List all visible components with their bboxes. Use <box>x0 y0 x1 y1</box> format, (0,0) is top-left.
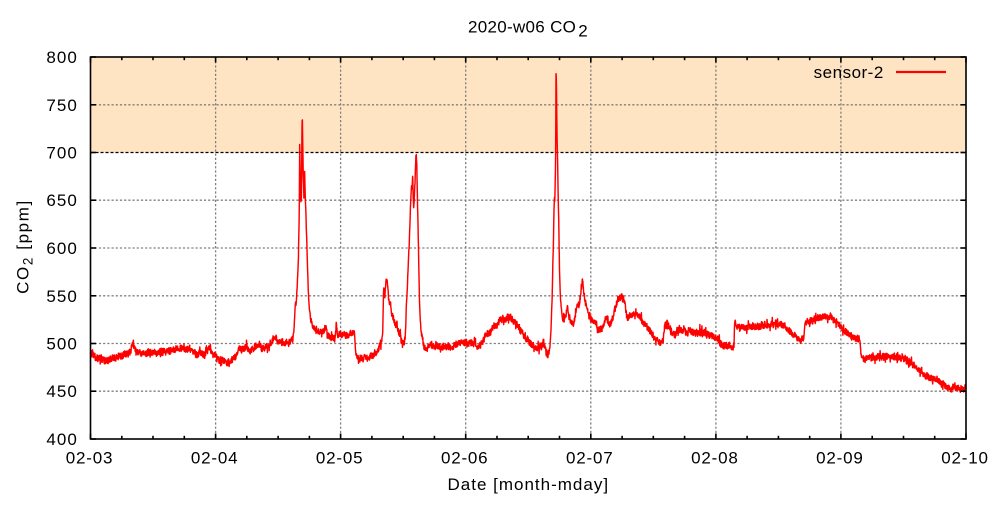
svg-text:550: 550 <box>46 287 78 306</box>
svg-text:2: 2 <box>578 22 587 41</box>
svg-text:02-05: 02-05 <box>316 449 363 468</box>
svg-text:500: 500 <box>46 335 78 354</box>
svg-text:02-10: 02-10 <box>941 449 988 468</box>
svg-text:700: 700 <box>46 144 78 163</box>
svg-text:02-06: 02-06 <box>441 449 488 468</box>
svg-text:02-07: 02-07 <box>566 449 613 468</box>
svg-text:sensor-2: sensor-2 <box>814 63 884 82</box>
svg-text:600: 600 <box>46 239 78 258</box>
svg-text:650: 650 <box>46 191 78 210</box>
svg-text:750: 750 <box>46 96 78 115</box>
svg-text:450: 450 <box>46 382 78 401</box>
svg-text:400: 400 <box>46 430 78 449</box>
svg-text:800: 800 <box>46 48 78 67</box>
svg-text:02-03: 02-03 <box>66 449 113 468</box>
svg-text:CO2 [ppm]: CO2 [ppm] <box>14 199 36 294</box>
svg-text:02-04: 02-04 <box>191 449 238 468</box>
svg-text:02-09: 02-09 <box>816 449 863 468</box>
svg-text:02-08: 02-08 <box>691 449 738 468</box>
svg-text:2020-w06 CO: 2020-w06 CO <box>468 18 576 37</box>
svg-text:Date [month-mday]: Date [month-mday] <box>448 475 610 494</box>
